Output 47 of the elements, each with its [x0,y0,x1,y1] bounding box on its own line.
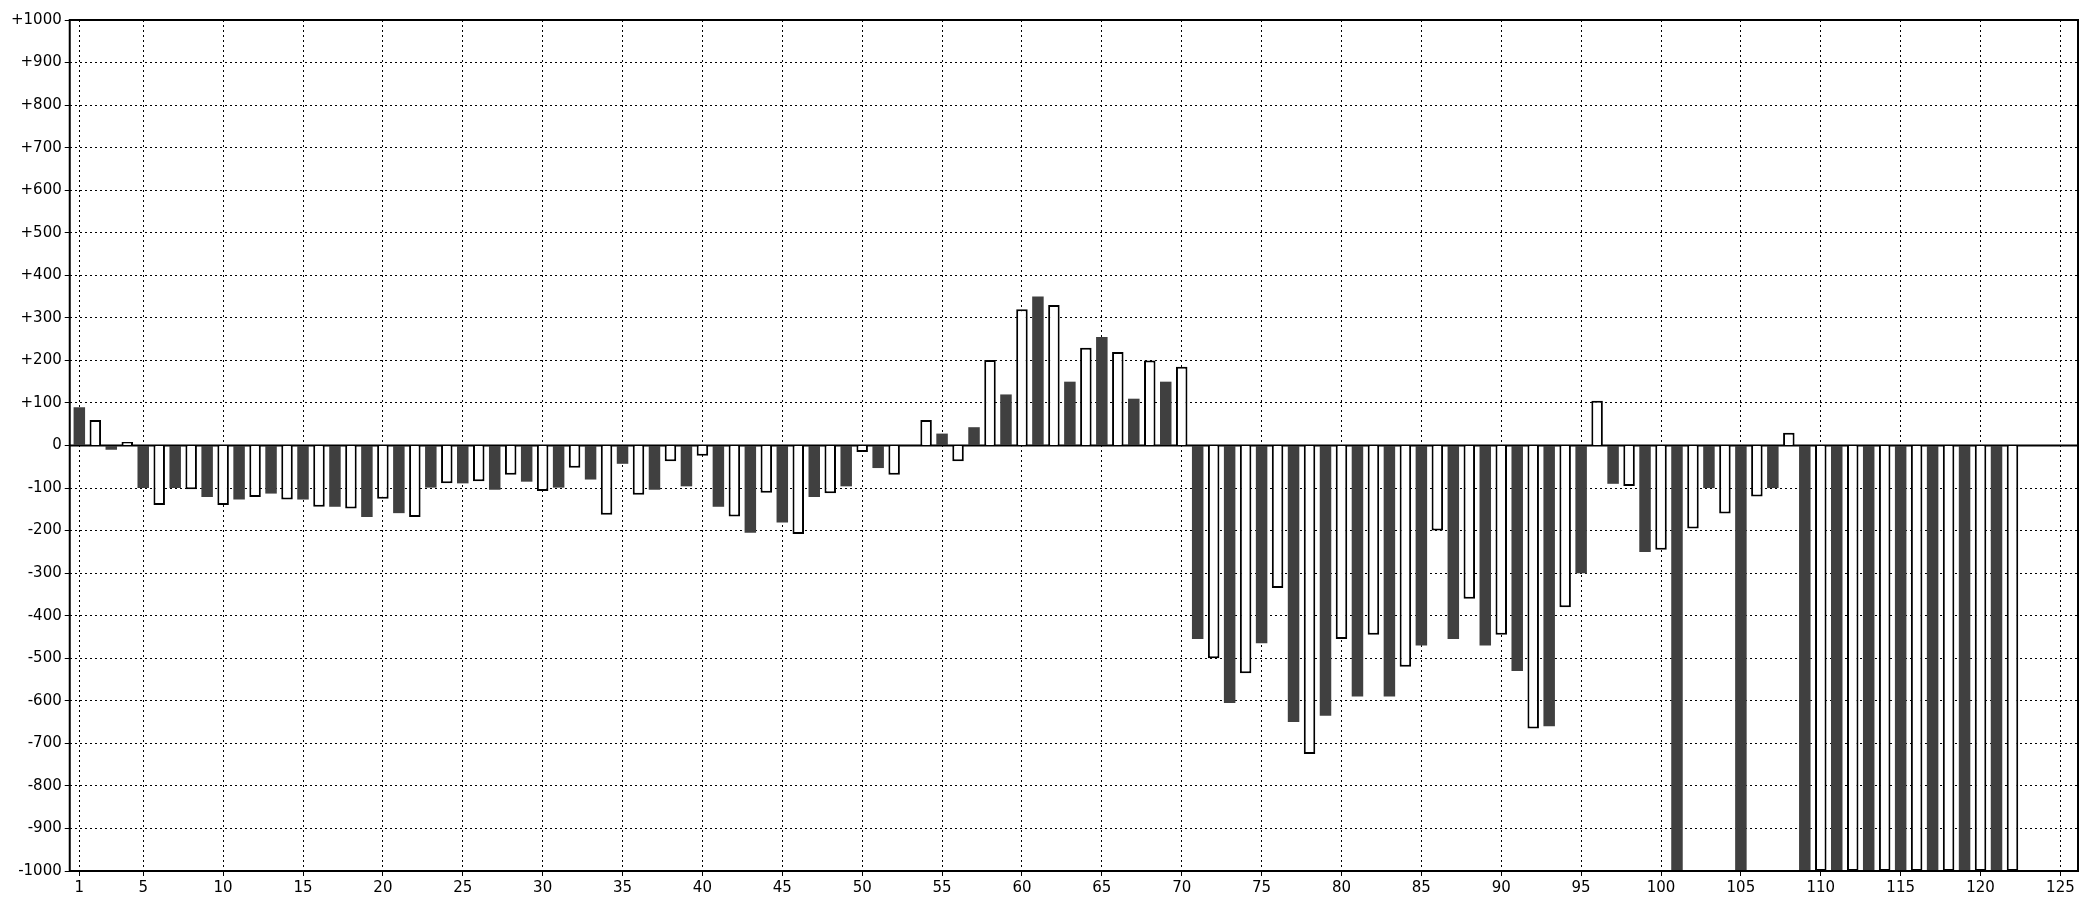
x-tick-label: 80 [1331,877,1352,896]
x-tick-label: 95 [1571,877,1591,896]
x-tick-label: 55 [932,877,952,896]
y-tick-label: +800 [20,94,62,113]
y-tick-label: +500 [20,222,62,241]
x-tick-label: 15 [293,877,313,896]
x-tick-label: 35 [612,877,633,896]
y-tick-label: -500 [27,648,62,667]
y-tick-label: 0 [52,435,62,454]
y-tick-label: -400 [27,605,62,624]
y-tick-label: -600 [27,690,62,709]
y-tick-label: -200 [27,520,62,539]
x-tick-label: 1 [74,877,85,896]
x-tick-label: 30 [533,877,553,896]
y-tick-label: +100 [20,392,62,411]
x-tick-label: 105 [1726,877,1756,896]
x-tick-label: 90 [1491,877,1511,896]
x-tick-label: 85 [1411,877,1431,896]
y-tick-label: +300 [20,307,62,326]
x-tick-label: 120 [1966,877,1995,896]
y-tick-label: +1000 [10,9,62,28]
y-tick-label: -800 [27,775,62,794]
y-tick-label: +400 [20,265,62,284]
x-tick-label: 25 [453,877,473,896]
x-tick-label: 5 [138,877,149,896]
y-tick-label: +200 [20,350,62,369]
y-tick-label: +900 [20,52,62,71]
x-tick-label: 50 [852,877,872,896]
x-tick-label: 75 [1252,877,1272,896]
x-tick-label: 65 [1092,877,1112,896]
x-tick-label: 40 [692,877,712,896]
y-tick-label: -300 [27,563,62,582]
y-tick-label: +600 [20,180,62,199]
y-tick-label: -100 [27,477,62,496]
x-tick-label: 10 [213,877,233,896]
x-tick-label: 20 [373,877,393,896]
x-tick-label: 110 [1806,877,1836,896]
x-tick-label: 125 [2046,877,2075,896]
y-tick-label: -900 [27,818,62,837]
x-tick-label: 115 [1886,877,1915,896]
y-tick-label: -1000 [18,860,62,879]
x-tick-label: 45 [772,877,792,896]
x-tick-label: 60 [1012,877,1032,896]
y-tick-label: +700 [20,137,62,156]
x-tick-label: 100 [1646,877,1676,896]
x-tick-label: 70 [1172,877,1192,896]
y-tick-label: -700 [27,733,62,752]
